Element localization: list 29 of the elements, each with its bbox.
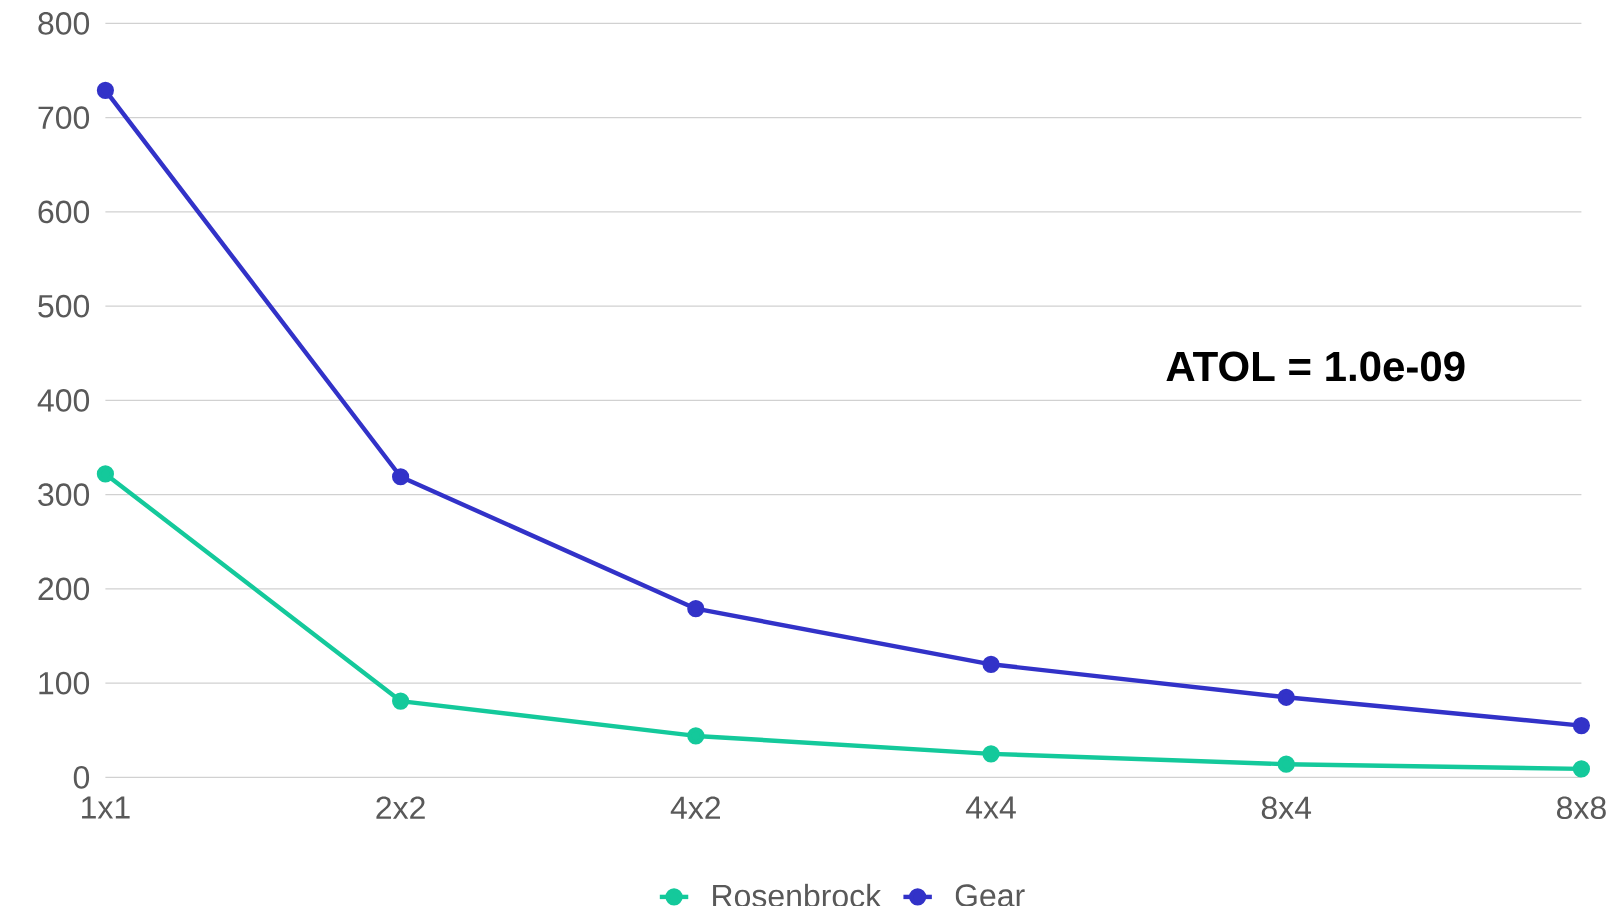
y-tick-label: 0 [73, 766, 90, 789]
y-tick-label: 700 [38, 106, 90, 129]
legend-label: Gear [955, 884, 1025, 906]
point [687, 727, 705, 745]
y-tick-label: 400 [37, 389, 90, 412]
point [1572, 716, 1591, 735]
x-tick-label: 8x4 [1261, 796, 1312, 820]
x-tick-label: 4x2 [670, 796, 720, 819]
point [392, 692, 410, 710]
y-tick-label: 500 [38, 294, 90, 318]
x-tick-label: 8x8 [1557, 796, 1606, 820]
point [1572, 760, 1591, 778]
point [96, 81, 115, 99]
y-tick-label: 100 [39, 671, 90, 695]
point [1277, 688, 1295, 706]
x-tick-label: 4x4 [965, 796, 1016, 819]
point [982, 745, 1000, 763]
point [1277, 755, 1295, 773]
y-tick-label: 200 [38, 577, 90, 601]
x-tick-label: 1x1 [82, 796, 130, 819]
point [687, 600, 705, 618]
y-tick-label: 800 [38, 12, 90, 35]
point [982, 655, 1000, 673]
y-tick-label: 600 [38, 200, 90, 224]
annotation: ATOL = 1.0e-09 [1166, 351, 1465, 382]
point [96, 465, 115, 483]
y-tick-label: 300 [38, 483, 90, 506]
point [392, 468, 410, 486]
x-tick-label: 2x2 [376, 796, 425, 819]
